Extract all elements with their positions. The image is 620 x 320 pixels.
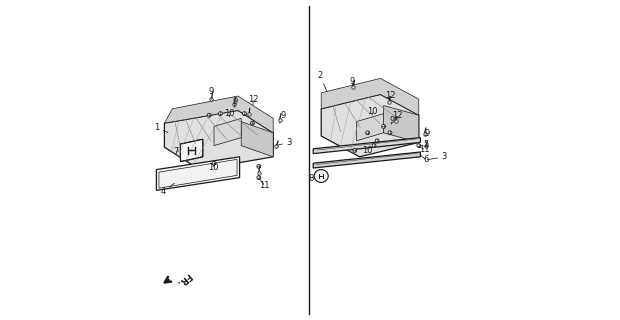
Circle shape <box>382 124 386 128</box>
Circle shape <box>257 176 261 180</box>
Polygon shape <box>313 138 420 154</box>
Circle shape <box>242 112 246 116</box>
Circle shape <box>372 144 376 148</box>
Text: 9: 9 <box>350 77 355 86</box>
Circle shape <box>417 144 421 148</box>
Text: 9: 9 <box>232 97 237 108</box>
Text: 2: 2 <box>317 71 327 92</box>
Polygon shape <box>241 122 273 157</box>
Text: 10: 10 <box>367 107 378 116</box>
Polygon shape <box>164 96 273 133</box>
Text: 11: 11 <box>259 180 270 190</box>
Polygon shape <box>180 139 203 162</box>
Text: 3: 3 <box>427 152 447 161</box>
Circle shape <box>250 121 254 125</box>
Polygon shape <box>214 118 241 146</box>
Circle shape <box>257 164 261 168</box>
Text: 8: 8 <box>308 174 313 183</box>
Text: 5: 5 <box>420 140 428 149</box>
Text: 11: 11 <box>419 145 430 154</box>
Polygon shape <box>321 94 419 157</box>
Text: 9: 9 <box>390 116 395 125</box>
Circle shape <box>375 139 379 143</box>
Circle shape <box>388 131 392 135</box>
Text: 6: 6 <box>422 156 428 164</box>
Text: 10: 10 <box>208 164 219 172</box>
Text: 7: 7 <box>174 147 179 156</box>
Text: 10: 10 <box>362 146 373 155</box>
Ellipse shape <box>314 170 328 182</box>
Text: 4: 4 <box>160 183 174 196</box>
Polygon shape <box>356 114 384 141</box>
Polygon shape <box>156 157 239 190</box>
Text: 1: 1 <box>154 124 168 132</box>
Circle shape <box>212 161 216 165</box>
Circle shape <box>218 112 223 116</box>
Text: 9: 9 <box>424 129 430 138</box>
Circle shape <box>366 131 370 135</box>
Text: 9: 9 <box>280 111 285 123</box>
Text: 12: 12 <box>386 91 396 100</box>
Text: FR.: FR. <box>174 270 192 288</box>
Text: 10: 10 <box>224 109 234 118</box>
Polygon shape <box>384 106 418 142</box>
Text: 3: 3 <box>277 138 292 147</box>
Text: 12: 12 <box>248 95 259 105</box>
Polygon shape <box>321 78 419 115</box>
Polygon shape <box>164 110 273 170</box>
Text: 12: 12 <box>392 111 402 120</box>
Circle shape <box>353 148 356 152</box>
Polygon shape <box>313 152 420 168</box>
Circle shape <box>207 113 211 117</box>
Text: 9: 9 <box>209 87 214 99</box>
